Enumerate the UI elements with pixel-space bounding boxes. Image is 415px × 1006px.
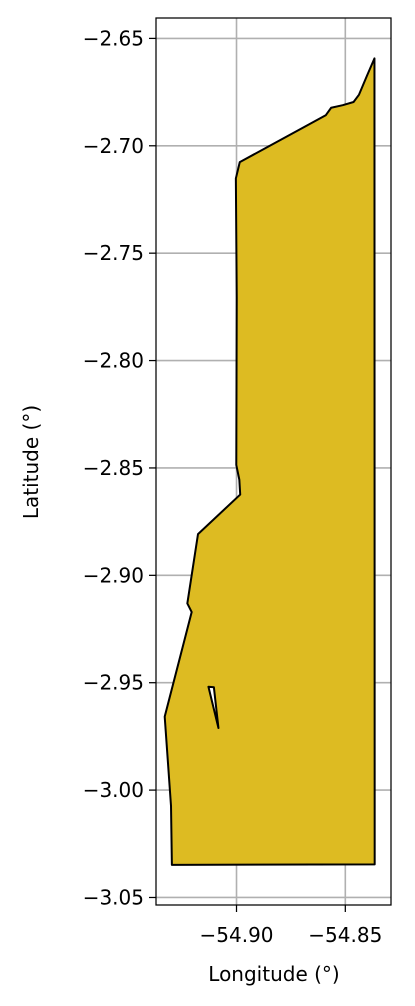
x-tick-label: −54.85 bbox=[308, 923, 382, 947]
y-tick-label: −3.00 bbox=[83, 778, 144, 802]
axis-ticks: −54.90 −54.85 −2.65 −2.70 −2.75 −2.80 −2.85 −2.… bbox=[83, 26, 383, 947]
y-tick-label: −2.65 bbox=[83, 26, 144, 50]
y-tick-label: −2.70 bbox=[83, 134, 144, 158]
plot-frame bbox=[155, 17, 392, 906]
y-tick-label: −3.05 bbox=[83, 885, 144, 909]
region-polygon bbox=[163, 57, 376, 866]
y-tick-label: −2.95 bbox=[83, 671, 144, 695]
region-shape bbox=[163, 57, 376, 866]
y-axis-label: Latitude (°) bbox=[19, 405, 43, 519]
x-tick-label: −54.90 bbox=[200, 923, 274, 947]
y-tick-label: −2.75 bbox=[83, 241, 144, 265]
y-tick-label: −2.85 bbox=[83, 456, 144, 480]
x-axis-label: Longitude (°) bbox=[208, 962, 339, 986]
y-tick-label: −2.80 bbox=[83, 349, 144, 373]
y-tick-label: −2.90 bbox=[83, 563, 144, 587]
